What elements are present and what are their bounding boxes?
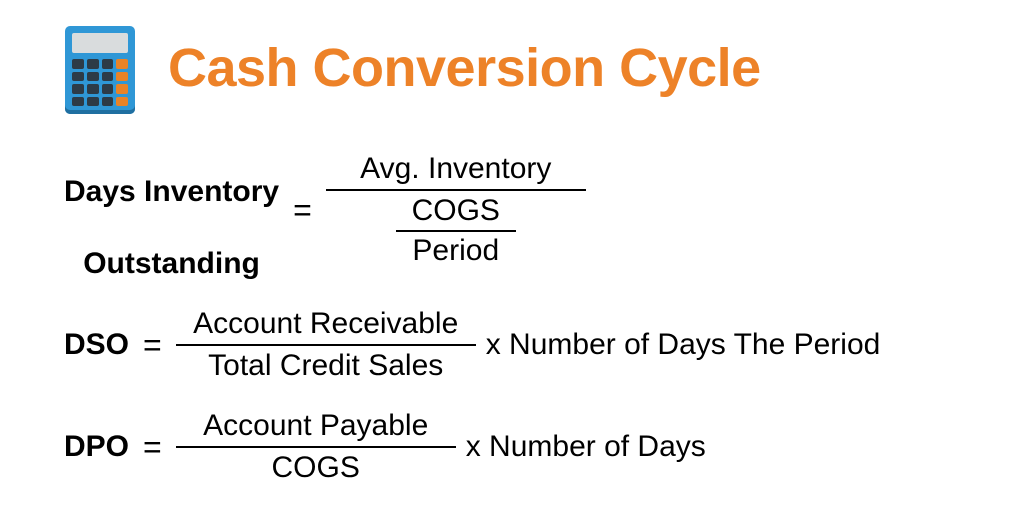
- formulas: Days Inventory Outstanding = Avg. Invent…: [60, 138, 984, 486]
- dso-bar: [176, 344, 476, 346]
- formula-dpo: DPO = Account Payable COGS x Number of D…: [64, 408, 984, 486]
- dso-denominator: Total Credit Sales: [200, 348, 451, 384]
- calculator-screen: [72, 33, 128, 53]
- dpo-fraction: Account Payable COGS: [176, 408, 456, 486]
- dso-lhs: DSO: [64, 327, 129, 363]
- dpo-bar: [176, 446, 456, 448]
- dio-inner-fraction: COGS Period: [396, 193, 516, 269]
- dio-den-top: COGS: [412, 193, 500, 229]
- dso-equals: =: [129, 326, 176, 364]
- dpo-equals: =: [129, 428, 176, 466]
- calculator-body: [65, 26, 135, 114]
- dso-fraction: Account Receivable Total Credit Sales: [176, 306, 476, 384]
- dio-bar: [326, 189, 586, 191]
- dio-lhs-line2: Outstanding: [83, 247, 260, 280]
- dio-lhs: Days Inventory Outstanding: [64, 138, 279, 282]
- formula-dio: Days Inventory Outstanding = Avg. Invent…: [64, 138, 984, 282]
- page: Cash Conversion Cycle Days Inventory Out…: [0, 0, 1024, 526]
- calculator-keys: [72, 59, 128, 106]
- dso-suffix: x Number of Days The Period: [476, 327, 881, 363]
- dio-equals: =: [279, 191, 326, 229]
- calculator-icon: [60, 20, 140, 116]
- dpo-lhs: DPO: [64, 429, 129, 465]
- dio-lhs-line1: Days Inventory: [64, 175, 279, 208]
- dso-numerator: Account Receivable: [185, 306, 466, 342]
- dpo-numerator: Account Payable: [195, 408, 436, 444]
- dpo-denominator: COGS: [264, 450, 368, 486]
- dio-den-bottom: Period: [412, 233, 499, 269]
- dpo-suffix: x Number of Days: [456, 429, 706, 465]
- dio-denominator: COGS Period: [388, 193, 524, 269]
- formula-dso: DSO = Account Receivable Total Credit Sa…: [64, 306, 984, 384]
- header: Cash Conversion Cycle: [60, 20, 984, 116]
- dio-inner-bar: [396, 230, 516, 232]
- page-title: Cash Conversion Cycle: [168, 37, 761, 99]
- dio-numerator: Avg. Inventory: [352, 151, 559, 187]
- dio-fraction: Avg. Inventory COGS Period: [326, 151, 586, 269]
